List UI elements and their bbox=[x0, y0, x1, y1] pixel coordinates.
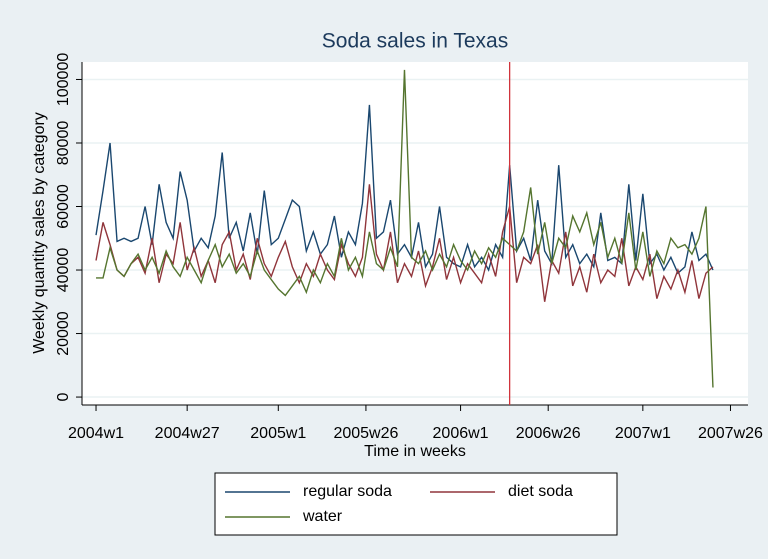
legend-label: regular soda bbox=[303, 483, 392, 500]
y-tick-label: 100000 bbox=[55, 53, 72, 106]
chart-title: Soda sales in Texas bbox=[322, 30, 508, 53]
x-tick-label: 2004w1 bbox=[68, 425, 124, 442]
x-tick-label: 2007w1 bbox=[615, 425, 671, 442]
y-tick-label: 40000 bbox=[55, 248, 72, 293]
legend-label: diet soda bbox=[508, 483, 573, 500]
y-tick-label: 80000 bbox=[55, 121, 72, 166]
x-tick-label: 2005w1 bbox=[250, 425, 306, 442]
y-tick-label: 60000 bbox=[55, 184, 72, 229]
x-tick-label: 2006w1 bbox=[433, 425, 489, 442]
legend-label: water bbox=[302, 508, 343, 525]
x-tick-label: 2006w26 bbox=[516, 425, 581, 442]
series-line bbox=[95, 184, 714, 302]
y-tick-label: 20000 bbox=[55, 311, 72, 356]
plot-area bbox=[82, 62, 748, 405]
series-line bbox=[95, 104, 714, 275]
series-line bbox=[96, 69, 714, 388]
y-axis-title: Weekly quantity sales by category bbox=[31, 112, 48, 354]
x-axis-title: Time in weeks bbox=[364, 443, 466, 460]
x-tick-label: 2005w26 bbox=[333, 425, 398, 442]
legend bbox=[214, 472, 618, 536]
x-tick-label: 2004w27 bbox=[155, 425, 220, 442]
y-tick-label: 0 bbox=[55, 393, 72, 402]
x-tick-label: 2007w26 bbox=[698, 425, 763, 442]
